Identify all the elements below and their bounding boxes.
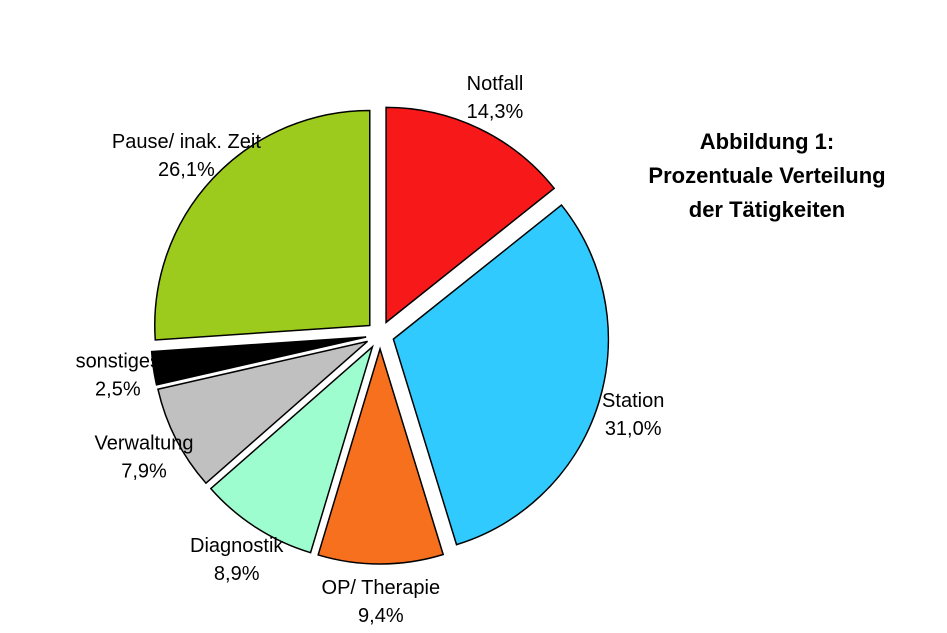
pie-slices	[150, 106, 610, 565]
pie-slice-verwaltung	[157, 340, 369, 485]
pie-label-sonstiges: sonstiges 2,5%	[76, 351, 161, 401]
pie-slice-pause-inak-zeit	[154, 109, 371, 341]
pie-label-verwaltung: Verwaltung 7,9%	[95, 433, 194, 483]
pie-slice-station	[392, 204, 610, 546]
chart-title-line-2: Prozentuale Verteilung	[648, 163, 885, 188]
pie-label-notfall: Notfall 14,3%	[467, 73, 524, 123]
pie-slice-notfall	[385, 106, 556, 324]
chart-title-line-3: der Tätigkeiten	[689, 197, 845, 222]
pie-labels: Notfall 14,3% Station 31,0% OP/ Therapie 9,4%…	[76, 73, 665, 627]
pie-slice-diagnostik	[209, 344, 374, 554]
pie-label-diagnostik: Diagnostik 8,9%	[190, 535, 284, 585]
chart-title-line-1: Abbildung 1:	[700, 129, 834, 154]
pie-label-station: Station 31,0%	[602, 390, 664, 440]
pie-slice-op-therapie	[317, 346, 445, 565]
pie-label-op-therapie: OP/ Therapie 9,4%	[322, 577, 441, 627]
pie-label-pause-inak-zeit: Pause/ inak. Zeit 26,1%	[112, 131, 261, 181]
pie-slice-sonstiges	[150, 336, 367, 386]
